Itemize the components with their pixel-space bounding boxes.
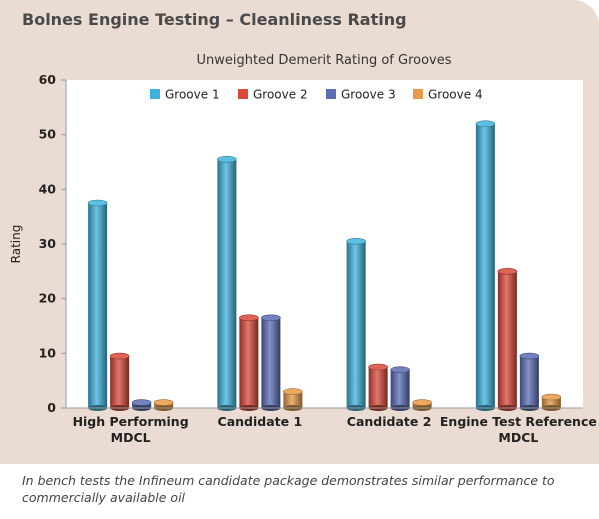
legend-label: Groove 4 bbox=[428, 88, 483, 102]
bar-groove-4 bbox=[153, 399, 174, 411]
y-tick-label: 40 bbox=[39, 181, 57, 196]
x-category-label: Candidate 2 bbox=[347, 414, 432, 429]
x-category-label: MDCL bbox=[498, 430, 538, 445]
legend-label: Groove 1 bbox=[165, 88, 220, 102]
bar-groove-1 bbox=[346, 237, 366, 411]
legend-item: Groove 3 bbox=[326, 88, 396, 102]
bar-groove-2 bbox=[368, 363, 388, 411]
bar-chart: Unweighted Demerit Rating of Grooves Rat… bbox=[9, 53, 597, 445]
chart-title: Unweighted Demerit Rating of Grooves bbox=[196, 53, 451, 68]
legend-label: Groove 3 bbox=[341, 88, 396, 102]
legend-item: Groove 1 bbox=[150, 88, 220, 102]
y-tick-label: 60 bbox=[39, 72, 57, 87]
legend-item: Groove 4 bbox=[413, 88, 483, 102]
bar-groove-3 bbox=[261, 314, 281, 411]
figure-caption: In bench tests the Infineum candidate pa… bbox=[22, 473, 555, 505]
bar-groove-1 bbox=[87, 199, 108, 411]
x-category-label: Candidate 1 bbox=[218, 414, 303, 429]
bar-groove-4 bbox=[412, 399, 432, 411]
panel-title: Bolnes Engine Testing – Cleanliness Rati… bbox=[22, 10, 407, 29]
y-axis-label: Rating bbox=[9, 225, 23, 264]
bar-groove-1 bbox=[217, 155, 237, 411]
bar-groove-2 bbox=[497, 268, 518, 411]
y-tick-label: 20 bbox=[39, 291, 57, 306]
bar-groove-2 bbox=[109, 352, 130, 411]
legend-label: Groove 2 bbox=[253, 88, 308, 102]
legend-swatch bbox=[326, 89, 336, 99]
y-tick-label: 0 bbox=[47, 400, 56, 415]
bar-groove-3 bbox=[390, 366, 410, 411]
x-category-label: MDCL bbox=[111, 430, 151, 445]
bar-groove-3 bbox=[131, 399, 152, 411]
bar-groove-2 bbox=[239, 314, 259, 411]
y-tick-label: 10 bbox=[39, 345, 57, 360]
legend-item: Groove 2 bbox=[238, 88, 308, 102]
bar-groove-1 bbox=[475, 120, 496, 411]
plot-area bbox=[66, 80, 583, 408]
bar-groove-3 bbox=[519, 352, 540, 411]
legend-swatch bbox=[150, 89, 160, 99]
x-category-label: Engine Test Reference bbox=[440, 414, 597, 429]
x-category-label: High Performing bbox=[73, 414, 189, 429]
legend-swatch bbox=[413, 89, 423, 99]
y-tick-label: 50 bbox=[39, 127, 57, 142]
y-tick-label: 30 bbox=[39, 236, 57, 251]
legend-swatch bbox=[238, 89, 248, 99]
